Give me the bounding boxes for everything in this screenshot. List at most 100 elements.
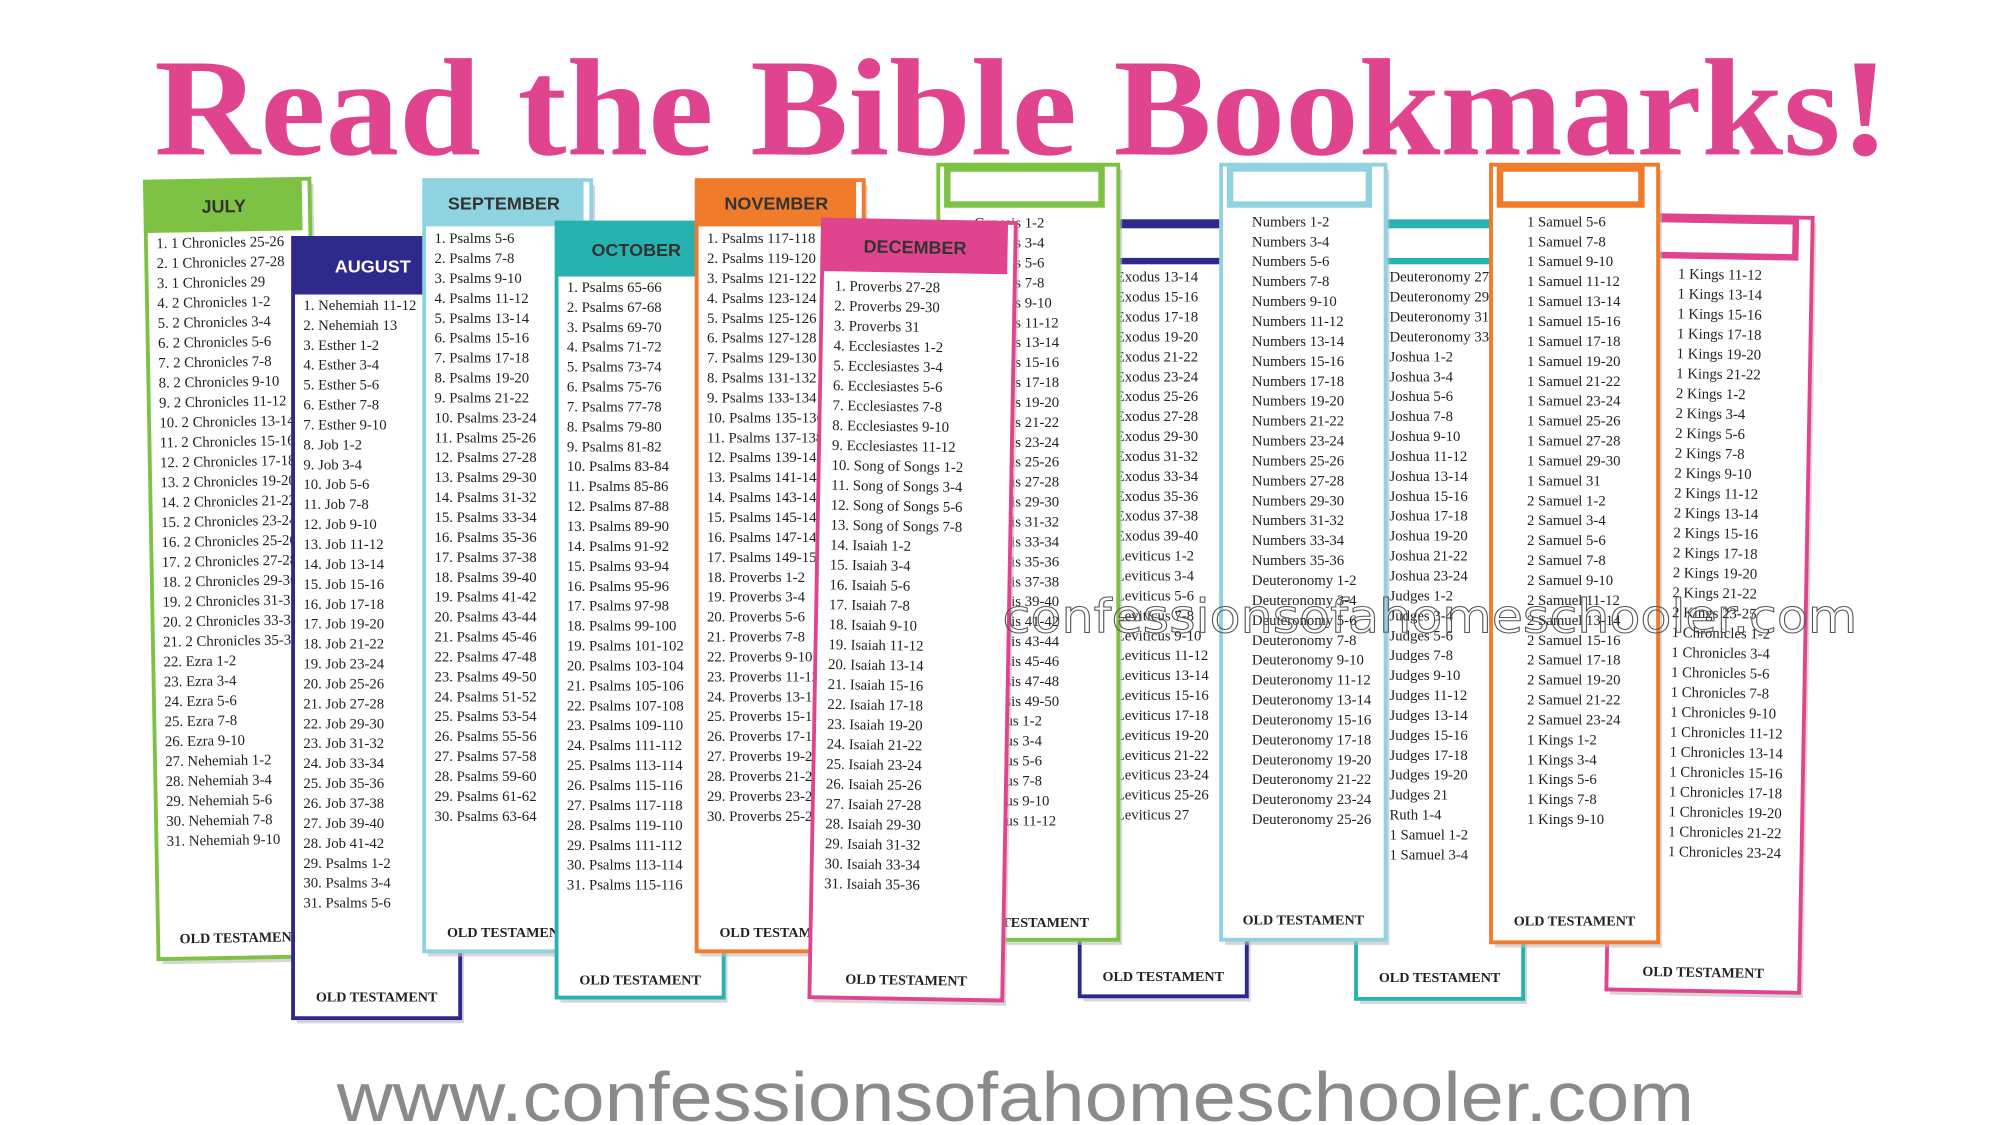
reading: 21. Proverbs 7-8 [707, 630, 805, 646]
bookmark: Numbers 1-2 Numbers 3-4 Numbers 5-6 Numbers… [1219, 162, 1390, 945]
reading: 12. Song of Songs 5-6 [831, 498, 963, 516]
reading: 17. Psalms 97-98 [567, 599, 669, 615]
reading: Numbers 3-4 [1252, 234, 1330, 250]
reading: 2 Samuel 5-6 [1527, 533, 1606, 549]
reading: Leviticus 15-16 [1116, 688, 1209, 704]
reading: 15. 2 Chronicles 23-24 [161, 513, 297, 531]
reading: 2. Psalms 7-8 [434, 251, 514, 267]
reading: Exodus 33-34 [1116, 469, 1199, 485]
reading: 3. Psalms 9-10 [434, 271, 521, 287]
reading: 26. Psalms 55-56 [434, 729, 536, 745]
reading: 6. 2 Chronicles 5-6 [158, 334, 271, 352]
reading: Numbers 11-12 [1252, 314, 1344, 330]
reading: 31. Psalms 115-116 [567, 878, 683, 894]
reading: 7. 2 Chronicles 7-8 [158, 354, 271, 372]
reading: 21. Psalms 45-46 [434, 630, 536, 646]
reading: 1 Chronicles 17-18 [1669, 784, 1782, 802]
reading: 7. Esther 9-10 [303, 417, 386, 433]
reading: Exodus 17-18 [1116, 309, 1198, 325]
reading: 2 Kings 17-18 [1673, 545, 1758, 562]
reading: 30. Nehemiah 7-8 [166, 812, 272, 830]
reading: 28. Psalms 59-60 [434, 769, 536, 785]
reading: 25. Proverbs 15-16 [707, 709, 820, 725]
reading: 2 Samuel 1-2 [1527, 493, 1606, 509]
reading: 1. Nehemiah 11-12 [303, 298, 416, 314]
reading: 2 Samuel 23-24 [1527, 712, 1621, 728]
reading: 18. Psalms 39-40 [434, 570, 536, 586]
reading: Leviticus 21-22 [1116, 748, 1209, 764]
reading: Ruth 1-4 [1389, 808, 1442, 824]
reading: 3. 1 Chronicles 29 [157, 274, 266, 292]
reading: 8. Job 1-2 [303, 437, 362, 453]
reading: 23. Isaiah 19-20 [827, 717, 923, 735]
reading: 5. Ecclesiastes 3-4 [833, 358, 943, 376]
reading: 10. Psalms 135-136 [707, 410, 824, 426]
reading: 1 Kings 21-22 [1676, 366, 1761, 383]
reading: 20. Psalms 43-44 [434, 610, 537, 626]
reading: Judges 11-12 [1389, 688, 1467, 704]
reading: 29. Psalms 111-112 [567, 838, 682, 854]
reading: 12. Psalms 27-28 [434, 450, 536, 466]
reading: 1 Chronicles 19-20 [1668, 804, 1781, 822]
reading: 15. Job 15-16 [303, 577, 384, 593]
reading: 1 Samuel 27-28 [1527, 434, 1621, 450]
bookmark-month: OCTOBER [591, 240, 681, 260]
reading: 12. Job 9-10 [303, 517, 376, 533]
reading: Numbers 27-28 [1252, 473, 1344, 489]
reading: 8. Psalms 79-80 [567, 419, 662, 435]
reading: 10. Psalms 23-24 [434, 410, 537, 426]
reading: 19. Proverbs 3-4 [707, 590, 806, 606]
reading: 19. Psalms 41-42 [434, 590, 536, 606]
reading: 22. Ezra 1-2 [163, 653, 236, 670]
reading: 3. Psalms 121-122 [707, 271, 817, 287]
reading: 1 Chronicles 11-12 [1670, 725, 1783, 743]
reading: 14. Job 13-14 [303, 557, 384, 573]
reading: Judges 15-16 [1389, 728, 1467, 744]
reading: 1. Psalms 117-118 [707, 231, 815, 247]
reading: 1. 1 Chronicles 25-26 [156, 234, 284, 252]
reading: Exodus 15-16 [1116, 290, 1198, 306]
bookmark: 1 Samuel 5-6 1 Samuel 7-8 1 Samuel 9-10 1 S… [1489, 162, 1662, 948]
reading: 10. 2 Chronicles 13-14 [159, 413, 295, 431]
reading: 13. Psalms 141-142 [707, 470, 824, 486]
reading: 1 Kings 13-14 [1677, 286, 1762, 303]
reading: 16. Isaiah 5-6 [829, 577, 910, 594]
reading: 5. Psalms 13-14 [434, 311, 529, 327]
reading: Numbers 17-18 [1252, 374, 1344, 390]
reading: Deuteronomy 5-6 [1252, 613, 1357, 629]
reading: Deuteronomy 31-32 [1389, 309, 1508, 325]
bookmark-card [1489, 162, 1661, 945]
reading: 21. 2 Chronicles 35-36 [163, 632, 299, 650]
reading: 29. Psalms 1-2 [303, 856, 390, 872]
reading: 1 Samuel 3-4 [1389, 847, 1468, 863]
bookmark-footer: OLD TESTAMENT [1642, 964, 1764, 982]
reading: 15. Isaiah 3-4 [830, 557, 912, 574]
reading: 30. Proverbs 25-26 [707, 809, 820, 825]
reading: 1 Samuel 15-16 [1527, 314, 1621, 330]
reading: Deuteronomy 1-2 [1252, 573, 1357, 589]
reading: 28. Job 41-42 [303, 836, 384, 852]
bookmark-header-box [944, 165, 1105, 208]
reading: 2. 1 Chronicles 27-28 [156, 254, 284, 272]
reading: 2 Kings 7-8 [1675, 446, 1745, 463]
reading: Leviticus 25-26 [1116, 788, 1209, 804]
reading: 7. Psalms 17-18 [434, 351, 529, 367]
reading: Exodus 19-20 [1116, 329, 1198, 345]
reading: 25. Psalms 113-114 [567, 758, 683, 774]
reading: 19. Isaiah 11-12 [828, 637, 923, 655]
reading: Numbers 7-8 [1252, 274, 1330, 290]
reading: Judges 21 [1389, 788, 1448, 804]
reading: Joshua 3-4 [1389, 369, 1453, 385]
reading: 3. Proverbs 31 [834, 318, 920, 335]
reading: 7. Psalms 77-78 [567, 399, 662, 415]
reading: 9. Psalms 133-134 [707, 390, 817, 406]
reading: 2. Psalms 119-120 [707, 251, 816, 267]
reading: 17. 2 Chronicles 27-28 [162, 553, 298, 571]
reading: 17. Psalms 149-150 [707, 550, 824, 566]
reading: 23. Job 31-32 [303, 736, 384, 752]
reading: 16. Job 17-18 [303, 597, 384, 613]
reading: 1 Samuel 19-20 [1527, 354, 1621, 370]
reading: 25. Psalms 53-54 [434, 709, 537, 725]
reading: 4. Psalms 11-12 [434, 291, 528, 307]
